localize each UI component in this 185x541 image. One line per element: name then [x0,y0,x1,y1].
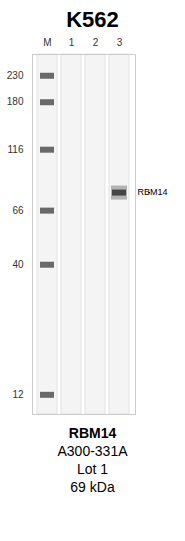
svg-text:12: 12 [12,389,24,400]
svg-text:RBM14: RBM14 [138,187,168,197]
svg-text:2: 2 [93,37,99,48]
svg-text:180: 180 [7,96,24,107]
svg-text:230: 230 [7,70,24,81]
svg-text:3: 3 [117,37,123,48]
svg-text:40: 40 [12,259,24,270]
svg-text:116: 116 [8,144,24,155]
html-text:A300-331A: A300-331A [57,443,128,459]
html-text:RBM14: RBM14 [68,425,117,441]
html-text:69 kDa: 69 kDa [70,479,115,495]
html-text:Lot 1: Lot 1 [76,461,109,477]
html-text:K562: K562 [66,7,119,32]
svg-text:1: 1 [69,37,75,48]
svg-text:M: M [43,37,51,48]
svg-text:66: 66 [12,205,24,216]
